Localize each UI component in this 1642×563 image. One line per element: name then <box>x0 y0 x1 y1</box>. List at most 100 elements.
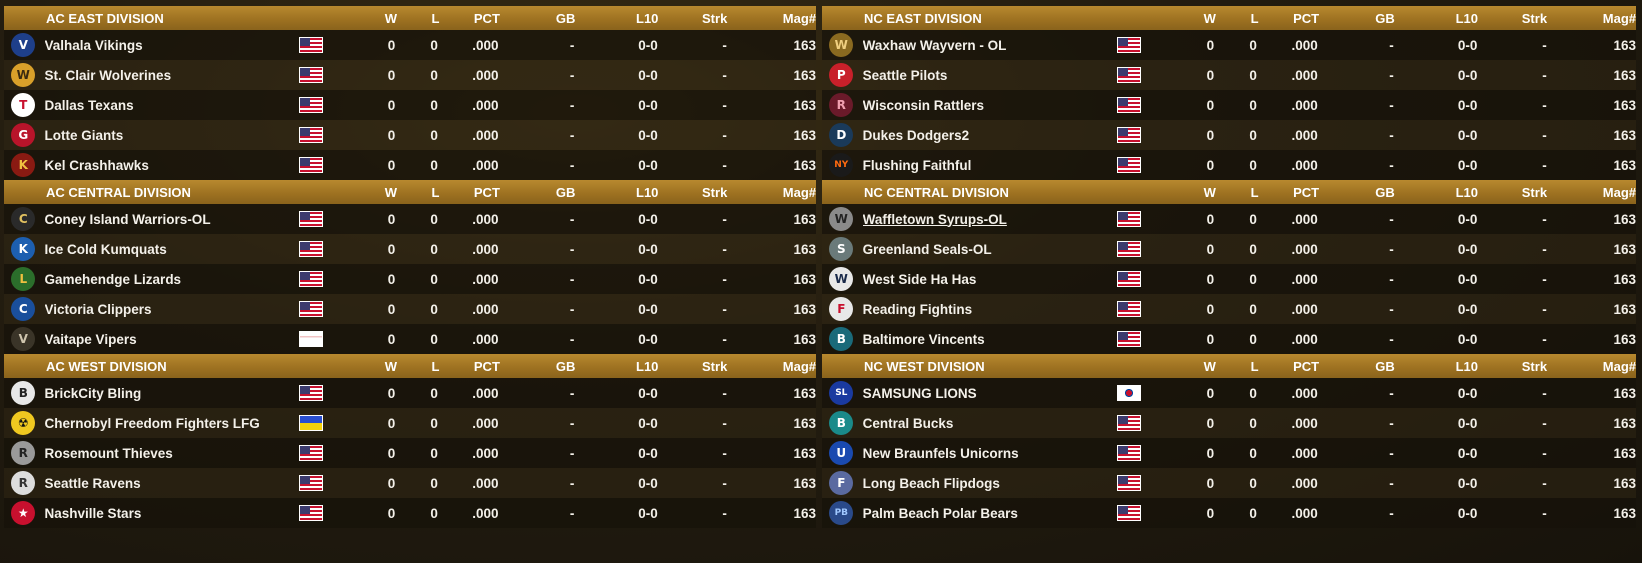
team-name-ice-cold-kumquats[interactable]: Ice Cold Kumquats <box>44 241 167 257</box>
col-header-strk[interactable]: Strk <box>702 184 728 200</box>
team-row[interactable]: W St. Clair Wolverines 0 0 .000 - 0-0 - 163 <box>4 60 816 90</box>
col-header-l[interactable]: L <box>431 184 440 200</box>
team-row[interactable]: F Reading Fightins 0 0 .000 - 0-0 - 163 <box>822 294 1636 324</box>
team-name-vaitape-vipers[interactable]: Vaitape Vipers <box>44 331 137 347</box>
col-header-l10[interactable]: L10 <box>636 10 659 26</box>
col-header-l[interactable]: L <box>1250 10 1259 26</box>
team-row[interactable]: ★ Nashville Stars 0 0 .000 - 0-0 - 163 <box>4 498 816 528</box>
team-row[interactable]: S Greenland Seals-OL 0 0 .000 - 0-0 - 163 <box>822 234 1636 264</box>
team-name-palm-beach-polar-bears[interactable]: Palm Beach Polar Bears <box>862 505 1018 521</box>
col-header-pct[interactable]: PCT <box>1293 358 1320 374</box>
team-name-samsung-lions[interactable]: SAMSUNG LIONS <box>862 385 977 401</box>
team-logo[interactable]: R <box>10 471 37 495</box>
col-header-w[interactable]: W <box>1203 10 1216 26</box>
team-name-st-clair-wolverines[interactable]: St. Clair Wolverines <box>44 67 172 83</box>
col-header-l10[interactable]: L10 <box>636 184 659 200</box>
team-name-chernobyl-freedom-fighters-lfg[interactable]: Chernobyl Freedom Fighters LFG <box>44 415 260 431</box>
team-logo[interactable]: P <box>828 63 855 87</box>
team-logo[interactable]: B <box>828 327 855 351</box>
team-name-west-side-ha-has[interactable]: West Side Ha Has <box>862 271 977 287</box>
team-name-gamehendge-lizards[interactable]: Gamehendge Lizards <box>44 271 182 287</box>
team-name-valhala-vikings[interactable]: Valhala Vikings <box>44 37 143 53</box>
col-header-mag[interactable]: Mag# <box>782 358 817 374</box>
team-logo[interactable]: F <box>828 471 855 495</box>
col-header-l[interactable]: L <box>431 10 440 26</box>
team-name-reading-fightins[interactable]: Reading Fightins <box>862 301 973 317</box>
team-logo[interactable]: D <box>828 123 855 147</box>
col-header-strk[interactable]: Strk <box>1521 184 1548 200</box>
team-logo[interactable]: B <box>828 411 855 435</box>
team-row[interactable]: L Gamehendge Lizards 0 0 .000 - 0-0 - 163 <box>4 264 816 294</box>
col-header-mag[interactable]: Mag# <box>782 10 817 26</box>
team-logo[interactable]: T <box>10 93 37 117</box>
team-logo[interactable]: W <box>828 207 855 231</box>
team-row[interactable]: D Dukes Dodgers2 0 0 .000 - 0-0 - 163 <box>822 120 1636 150</box>
team-name-flushing-faithful[interactable]: Flushing Faithful <box>862 157 972 173</box>
col-header-l10[interactable]: L10 <box>636 358 659 374</box>
team-name-victoria-clippers[interactable]: Victoria Clippers <box>44 301 152 317</box>
col-header-gb[interactable]: GB <box>555 184 576 200</box>
team-row[interactable]: U New Braunfels Unicorns 0 0 .000 - 0-0 - 163 <box>822 438 1636 468</box>
col-header-strk[interactable]: Strk <box>1521 10 1548 26</box>
team-name-dukes-dodgers2[interactable]: Dukes Dodgers2 <box>862 127 970 143</box>
team-row[interactable]: P Seattle Pilots 0 0 .000 - 0-0 - 163 <box>822 60 1636 90</box>
col-header-strk[interactable]: Strk <box>702 358 728 374</box>
col-header-l[interactable]: L <box>1250 184 1259 200</box>
col-header-w[interactable]: W <box>384 358 398 374</box>
team-logo[interactable]: V <box>10 33 37 57</box>
team-name-long-beach-flipdogs[interactable]: Long Beach Flipdogs <box>862 475 1000 491</box>
team-name-baltimore-vincents[interactable]: Baltimore Vincents <box>862 331 985 347</box>
team-logo[interactable]: W <box>10 63 37 87</box>
team-row[interactable]: V Vaitape Vipers 0 0 .000 - 0-0 - 163 <box>4 324 816 354</box>
team-logo[interactable]: U <box>828 441 855 465</box>
team-row[interactable]: W Waffletown Syrups-OL 0 0 .000 - 0-0 - 163 <box>822 204 1636 234</box>
col-header-gb[interactable]: GB <box>555 10 576 26</box>
team-logo[interactable]: ★ <box>10 501 37 525</box>
col-header-l10[interactable]: L10 <box>1455 184 1478 200</box>
team-name-coney-island-warriors-ol[interactable]: Coney Island Warriors-OL <box>44 211 211 227</box>
col-header-l10[interactable]: L10 <box>1455 10 1478 26</box>
team-logo[interactable]: PB <box>828 501 855 525</box>
team-name-brickcity-bling[interactable]: BrickCity Bling <box>44 385 142 401</box>
team-logo[interactable]: C <box>10 207 37 231</box>
team-logo[interactable]: L <box>10 267 37 291</box>
col-header-l10[interactable]: L10 <box>1455 358 1478 374</box>
team-logo[interactable]: W <box>828 267 855 291</box>
col-header-l[interactable]: L <box>431 358 440 374</box>
col-header-mag[interactable]: Mag# <box>782 184 817 200</box>
col-header-gb[interactable]: GB <box>1375 358 1395 374</box>
team-row[interactable]: R Rosemount Thieves 0 0 .000 - 0-0 - 163 <box>4 438 816 468</box>
col-header-pct[interactable]: PCT <box>473 10 500 26</box>
team-name-new-braunfels-unicorns[interactable]: New Braunfels Unicorns <box>862 445 1019 461</box>
team-name-lotte-giants[interactable]: Lotte Giants <box>44 127 124 143</box>
team-row[interactable]: W West Side Ha Has 0 0 .000 - 0-0 - 163 <box>822 264 1636 294</box>
team-name-waxhaw-wayvern-ol[interactable]: Waxhaw Wayvern - OL <box>862 37 1007 53</box>
team-logo[interactable]: SL <box>828 381 855 405</box>
team-name-wisconsin-rattlers[interactable]: Wisconsin Rattlers <box>862 97 985 113</box>
team-name-nashville-stars[interactable]: Nashville Stars <box>44 505 142 521</box>
col-header-pct[interactable]: PCT <box>473 184 500 200</box>
team-row[interactable]: K Kel Crashhawks 0 0 .000 - 0-0 - 163 <box>4 150 816 180</box>
col-header-w[interactable]: W <box>384 184 398 200</box>
team-logo[interactable]: NY <box>828 153 855 177</box>
col-header-strk[interactable]: Strk <box>702 10 728 26</box>
team-row[interactable]: B Baltimore Vincents 0 0 .000 - 0-0 - 163 <box>822 324 1636 354</box>
team-row[interactable]: B Central Bucks 0 0 .000 - 0-0 - 163 <box>822 408 1636 438</box>
team-logo[interactable]: G <box>10 123 37 147</box>
team-row[interactable]: G Lotte Giants 0 0 .000 - 0-0 - 163 <box>4 120 816 150</box>
col-header-mag[interactable]: Mag# <box>1602 358 1636 374</box>
col-header-gb[interactable]: GB <box>1375 184 1395 200</box>
team-row[interactable]: B BrickCity Bling 0 0 .000 - 0-0 - 163 <box>4 378 816 408</box>
team-logo[interactable]: R <box>10 441 37 465</box>
team-row[interactable]: ☢ Chernobyl Freedom Fighters LFG 0 0 .000 - 0-… <box>4 408 816 438</box>
team-row[interactable]: SL SAMSUNG LIONS 0 0 .000 - 0-0 - 163 <box>822 378 1636 408</box>
team-row[interactable]: V Valhala Vikings 0 0 .000 - 0-0 - 163 <box>4 30 816 60</box>
team-logo[interactable]: C <box>10 297 37 321</box>
team-logo[interactable]: B <box>10 381 37 405</box>
team-row[interactable]: R Seattle Ravens 0 0 .000 - 0-0 - 163 <box>4 468 816 498</box>
team-row[interactable]: PB Palm Beach Polar Bears 0 0 .000 - 0-0 - 163 <box>822 498 1636 528</box>
team-row[interactable]: R Wisconsin Rattlers 0 0 .000 - 0-0 - 163 <box>822 90 1636 120</box>
team-name-seattle-ravens[interactable]: Seattle Ravens <box>44 475 141 491</box>
col-header-w[interactable]: W <box>1203 358 1216 374</box>
team-row[interactable]: K Ice Cold Kumquats 0 0 .000 - 0-0 - 163 <box>4 234 816 264</box>
